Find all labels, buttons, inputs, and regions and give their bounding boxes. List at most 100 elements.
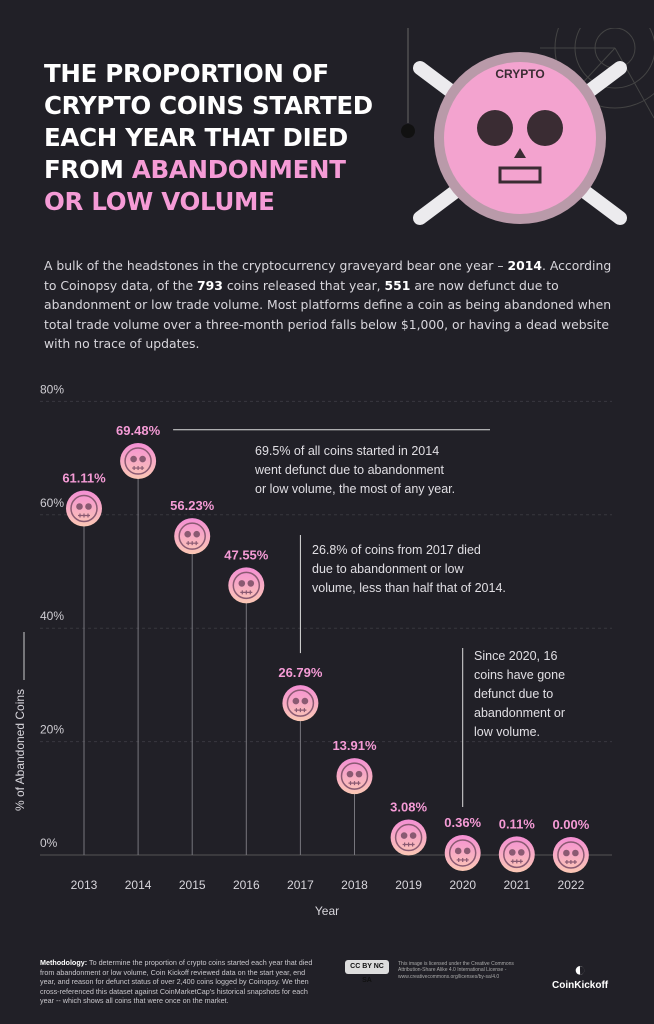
skull-icon	[70, 494, 98, 523]
y-tick-label: 60%	[40, 496, 64, 510]
methodology-label: Methodology:	[40, 958, 88, 967]
skull-icon	[503, 840, 531, 869]
skull-eye	[292, 697, 300, 705]
skull-eye	[301, 697, 309, 705]
skull-teeth	[510, 859, 523, 864]
annotation-text: Since 2020, 16	[474, 649, 557, 663]
cc-license-badge: CC BY NC SA	[345, 960, 389, 984]
intro-text: coins released that year,	[222, 277, 385, 293]
annotation-text: volume, less than half that of 2014.	[312, 581, 506, 595]
skull-icon	[557, 841, 585, 869]
x-tick-label: 2014	[125, 878, 152, 892]
skull-eye	[247, 580, 255, 587]
annotation-text: went defunct due to abandonment	[254, 463, 445, 477]
x-axis-label: Year	[315, 904, 339, 918]
x-tick-label: 2018	[341, 878, 368, 892]
data-label: 26.79%	[278, 665, 323, 680]
coin-text: CRYPTO	[495, 67, 544, 81]
skull-icon	[394, 823, 423, 852]
skull-teeth	[240, 590, 253, 595]
skull-marker	[120, 443, 157, 480]
skull-eye	[346, 770, 354, 778]
skull-marker	[66, 490, 102, 527]
intro-bold: 2014	[507, 258, 542, 273]
brand-name: CoinKickoff	[552, 980, 609, 991]
logo-icon: ◐	[574, 959, 587, 981]
skull-marker	[498, 836, 535, 873]
annotation-text: coins have gone	[474, 668, 565, 682]
y-tick-label: 20%	[40, 723, 64, 737]
y-axis-label: % of Abandoned Coins	[13, 689, 27, 811]
data-label: 56.23%	[170, 498, 215, 513]
skull-eye	[400, 832, 408, 839]
skull-coin-illustration: CRYPTO	[401, 28, 654, 225]
y-tick-label: 0%	[40, 836, 58, 850]
annotation-text: low volume.	[474, 725, 540, 739]
data-label: 69.48%	[116, 423, 161, 438]
skull-icon	[232, 571, 261, 600]
skull-teeth	[294, 708, 307, 713]
x-tick-label: 2017	[287, 878, 314, 892]
skull-eye	[139, 455, 146, 463]
annotation-text: due to abandonment or low	[312, 562, 464, 576]
skull-eye	[409, 832, 417, 839]
y-tick-label: 80%	[40, 382, 64, 396]
x-tick-label: 2020	[449, 878, 476, 892]
intro-text: A bulk of the headstones in the cryptocu…	[44, 258, 508, 273]
annotation-text: or low volume, the most of any year.	[255, 482, 455, 496]
methodology-text: To determine the proportion of crypto co…	[40, 958, 313, 1006]
skull-icon	[448, 839, 477, 867]
title-line: each year that died	[44, 123, 348, 152]
skull-eye	[572, 849, 579, 857]
x-tick-label: 2016	[233, 878, 260, 892]
skull-teeth	[564, 860, 577, 864]
skull-teeth	[132, 466, 145, 471]
title-highlight: or low volume	[44, 187, 275, 216]
methodology-note: Methodology: To determine the proportion…	[40, 958, 320, 1006]
annotation-text: 69.5% of all coins started in 2014	[255, 444, 439, 458]
data-label: 0.00%	[552, 817, 589, 832]
page-title: The proportion of crypto coins started e…	[44, 58, 394, 218]
skull-icon	[286, 689, 315, 717]
annotation-text: defunct due to	[474, 687, 553, 701]
coinkickoff-logo: ◐ CoinKickoff	[552, 960, 608, 991]
title-highlight: abandonment	[131, 155, 346, 184]
title-line: crypto coins started	[44, 91, 373, 120]
skull-marker	[444, 834, 481, 871]
skull-eye	[193, 530, 200, 538]
skull-eye	[518, 849, 525, 856]
data-label: 0.11%	[499, 816, 536, 831]
intro-text: are now defunct due to abandonment or lo…	[44, 277, 612, 352]
annotation-text: 26.8% of coins from 2017 died	[312, 543, 481, 557]
skull-eye	[563, 849, 570, 857]
x-tick-label: 2013	[71, 878, 98, 892]
data-label: 13.91%	[332, 738, 377, 753]
skull-eye	[238, 580, 246, 587]
skull-marker	[390, 819, 427, 856]
chart: 0% 20% 40% 60% 80% 69.5% of all coins started…	[13, 382, 612, 918]
x-tick-label: 2021	[503, 878, 530, 892]
intro-bold: 793	[197, 277, 223, 293]
title-line: from abandonment	[44, 154, 394, 186]
skull-eye	[454, 847, 462, 855]
intro-text: . According to Coinopsy data, of the	[44, 258, 612, 293]
skull-teeth	[402, 842, 415, 847]
skull-eye	[130, 455, 137, 463]
skull-eye	[184, 530, 191, 538]
data-label: 61.11%	[62, 471, 106, 486]
y-tick-label: 40%	[40, 609, 64, 623]
title-text: from	[44, 155, 132, 184]
skull-marker	[552, 837, 589, 873]
skull-icon	[124, 447, 152, 475]
x-tick-label: 2019	[395, 878, 422, 892]
skull-marker	[174, 518, 211, 555]
data-label: 3.08%	[390, 800, 427, 815]
intro-bold: 551	[384, 277, 411, 293]
license-text: This image is licensed under the Creativ…	[398, 961, 514, 980]
skull-marker	[228, 567, 265, 604]
skull-icon	[477, 110, 563, 184]
skull-teeth	[78, 513, 90, 518]
x-tick-label: 2015	[179, 878, 206, 892]
skull-icon	[178, 522, 206, 550]
skull-eye	[355, 770, 363, 778]
